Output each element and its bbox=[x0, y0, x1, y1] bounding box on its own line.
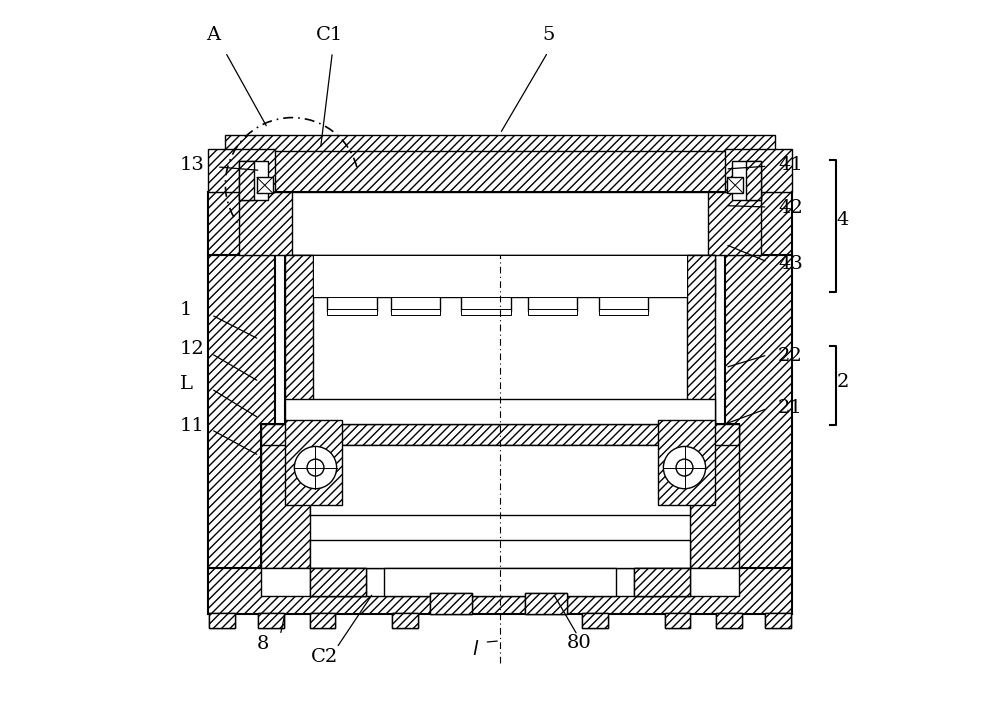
Bar bbox=[258, 613, 284, 628]
Text: 22: 22 bbox=[778, 346, 803, 365]
Bar bbox=[209, 613, 235, 628]
Bar bbox=[208, 192, 792, 255]
Bar bbox=[310, 568, 366, 597]
Bar bbox=[384, 568, 616, 597]
Bar bbox=[313, 255, 687, 297]
Bar bbox=[208, 568, 792, 614]
Circle shape bbox=[676, 459, 693, 476]
Bar bbox=[285, 255, 715, 297]
Bar bbox=[599, 309, 648, 315]
Text: 21: 21 bbox=[778, 399, 803, 417]
Text: 12: 12 bbox=[180, 339, 204, 358]
Bar bbox=[430, 593, 472, 614]
Bar bbox=[716, 613, 742, 628]
Text: A: A bbox=[206, 26, 220, 44]
Bar bbox=[285, 192, 715, 255]
Bar bbox=[528, 293, 577, 311]
Bar bbox=[665, 613, 690, 628]
Text: C2: C2 bbox=[311, 648, 339, 666]
Bar bbox=[261, 424, 739, 568]
Bar bbox=[310, 445, 690, 515]
Text: 2: 2 bbox=[837, 373, 849, 391]
Bar bbox=[285, 399, 715, 424]
Text: 8: 8 bbox=[257, 636, 269, 653]
Bar bbox=[391, 293, 440, 311]
Bar bbox=[716, 613, 742, 628]
Bar bbox=[599, 293, 648, 311]
Bar bbox=[209, 613, 235, 628]
Bar bbox=[239, 149, 761, 192]
Bar bbox=[665, 613, 690, 628]
Bar bbox=[239, 192, 292, 255]
Bar bbox=[392, 613, 418, 628]
Bar bbox=[261, 424, 739, 445]
Bar bbox=[208, 255, 275, 568]
Bar bbox=[327, 309, 377, 315]
Bar bbox=[310, 613, 335, 628]
Bar bbox=[582, 613, 608, 628]
Bar bbox=[327, 293, 377, 311]
Bar bbox=[525, 593, 567, 614]
Bar bbox=[310, 540, 690, 568]
Bar bbox=[285, 421, 342, 505]
Bar bbox=[225, 135, 775, 151]
Text: 80: 80 bbox=[567, 634, 592, 652]
Bar bbox=[690, 424, 739, 568]
Text: C1: C1 bbox=[315, 26, 343, 44]
Bar bbox=[634, 568, 690, 597]
Bar bbox=[261, 568, 739, 597]
Bar bbox=[528, 309, 577, 315]
Circle shape bbox=[294, 446, 337, 489]
Bar bbox=[461, 293, 511, 311]
Bar bbox=[239, 161, 254, 200]
Bar bbox=[687, 255, 715, 424]
Bar bbox=[208, 149, 275, 192]
Bar bbox=[746, 161, 761, 200]
Bar bbox=[430, 593, 472, 614]
Bar bbox=[285, 255, 313, 424]
Text: 43: 43 bbox=[778, 255, 803, 273]
Bar bbox=[708, 192, 761, 255]
Text: $l$: $l$ bbox=[472, 640, 479, 659]
Bar bbox=[239, 161, 268, 200]
Bar bbox=[310, 613, 335, 628]
Text: 5: 5 bbox=[542, 26, 555, 44]
Bar bbox=[727, 177, 743, 193]
Bar bbox=[765, 613, 791, 628]
Bar bbox=[261, 424, 310, 568]
Text: 4: 4 bbox=[837, 211, 849, 229]
Circle shape bbox=[307, 459, 324, 476]
Bar bbox=[725, 149, 792, 192]
Text: 11: 11 bbox=[180, 417, 204, 435]
Text: 42: 42 bbox=[778, 199, 803, 216]
Circle shape bbox=[663, 446, 706, 489]
Bar bbox=[634, 568, 690, 597]
Text: 41: 41 bbox=[778, 156, 803, 175]
Bar bbox=[310, 568, 366, 597]
Bar bbox=[392, 613, 418, 628]
Bar bbox=[257, 177, 273, 193]
Text: L: L bbox=[180, 375, 193, 392]
Bar bbox=[525, 593, 567, 614]
Bar bbox=[285, 255, 715, 424]
Bar bbox=[658, 421, 715, 505]
Bar bbox=[582, 613, 608, 628]
Bar bbox=[258, 613, 284, 628]
Bar bbox=[732, 161, 761, 200]
Text: 1: 1 bbox=[180, 300, 192, 319]
Text: 13: 13 bbox=[180, 156, 204, 175]
Bar bbox=[461, 309, 511, 315]
Bar bbox=[765, 613, 791, 628]
Bar bbox=[725, 255, 792, 568]
Bar bbox=[391, 309, 440, 315]
